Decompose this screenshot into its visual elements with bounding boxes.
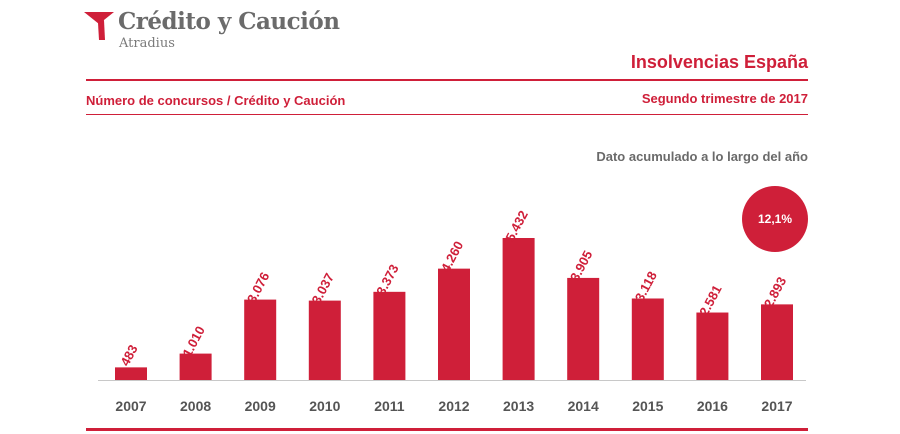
year-label-2017: 2017: [761, 398, 792, 414]
bar-2015: [631, 298, 664, 380]
middle-rule: [86, 114, 808, 115]
year-label-2016: 2016: [697, 398, 728, 414]
brand-name: Crédito y Caución: [118, 8, 340, 35]
logo-mark-icon: [84, 12, 114, 40]
year-label-2012: 2012: [438, 398, 469, 414]
year-label-2015: 2015: [632, 398, 663, 414]
year-label-2011: 2011: [374, 398, 405, 414]
bar-2017: [761, 304, 793, 380]
highlight-badge: [742, 186, 808, 252]
year-label-2014: 2014: [568, 398, 599, 414]
bar-2013: [502, 238, 535, 380]
bottom-rule: [86, 428, 808, 431]
bar-2010: [308, 300, 341, 380]
highlight-badge-label: 12,1%: [758, 212, 792, 226]
year-label-2010: 2010: [309, 398, 340, 414]
top-rule: [86, 79, 808, 81]
bar-2012: [438, 268, 470, 380]
bar-2016: [696, 312, 729, 380]
chart-subtitle: Número de concursos / Crédito y Caución: [86, 93, 346, 108]
value-label-2007: 483: [117, 342, 140, 368]
year-label-2008: 2008: [180, 398, 211, 414]
brand-sub: Atradius: [119, 36, 175, 51]
page-title: Insolvencias España: [630, 52, 808, 72]
bar-2008: [179, 353, 212, 380]
period-label: Segundo trimestre de 2017: [641, 91, 808, 106]
bar-2014: [567, 277, 600, 380]
bar-2007: [115, 367, 147, 380]
year-label-2007: 2007: [115, 398, 146, 414]
year-label-2013: 2013: [503, 398, 534, 414]
bar-2011: [373, 291, 406, 380]
year-label-2009: 2009: [245, 398, 276, 414]
brand-logo: Crédito y Caución Atradius: [84, 6, 344, 54]
accumulated-note: Dato acumulado a lo largo del año: [596, 149, 808, 164]
bar-2009: [244, 299, 277, 380]
